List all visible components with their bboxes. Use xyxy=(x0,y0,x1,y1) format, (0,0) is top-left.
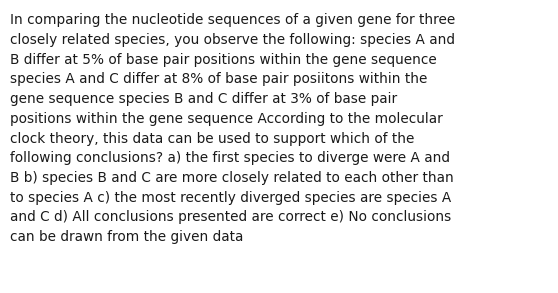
Text: In comparing the nucleotide sequences of a given gene for three
closely related : In comparing the nucleotide sequences of… xyxy=(10,13,455,244)
